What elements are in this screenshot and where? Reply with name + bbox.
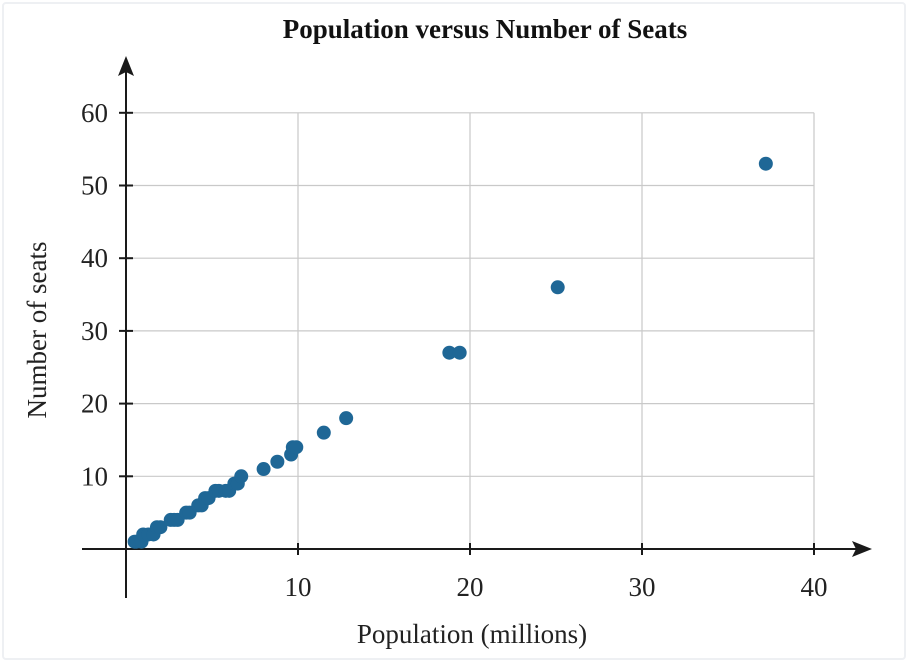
x-tick-labels: 10 20 30 40 [285,572,828,602]
y-tick-label: 60 [81,98,108,128]
x-tick-label: 30 [629,572,656,602]
x-tick-label: 40 [801,572,828,602]
y-axis-label: Number of seats [22,242,52,419]
y-tick-label: 50 [81,171,108,201]
data-point [339,411,354,426]
y-tick-labels: 10 20 30 40 50 60 [81,98,108,491]
x-tick-label: 20 [457,572,484,602]
axes [82,56,872,598]
y-tick-label: 40 [81,243,108,273]
data-point [442,345,457,360]
data-point [758,156,773,171]
chart-title: Population versus Number of Seats [283,14,688,44]
y-tick-label: 20 [81,389,108,419]
data-point [550,280,565,295]
data-point [452,345,467,360]
data-point [256,462,271,477]
data-point [234,469,249,484]
data-point [316,425,331,440]
y-tick-label: 10 [81,461,108,491]
x-tick-label: 10 [285,572,312,602]
data-points [127,156,773,549]
data-point [153,520,168,535]
data-point [289,440,304,455]
y-tick-label: 30 [81,316,108,346]
y-axis-arrow [118,56,134,76]
x-axis-label: Population (millions) [357,619,587,649]
data-point [270,454,285,469]
x-axis-arrow [852,541,872,557]
